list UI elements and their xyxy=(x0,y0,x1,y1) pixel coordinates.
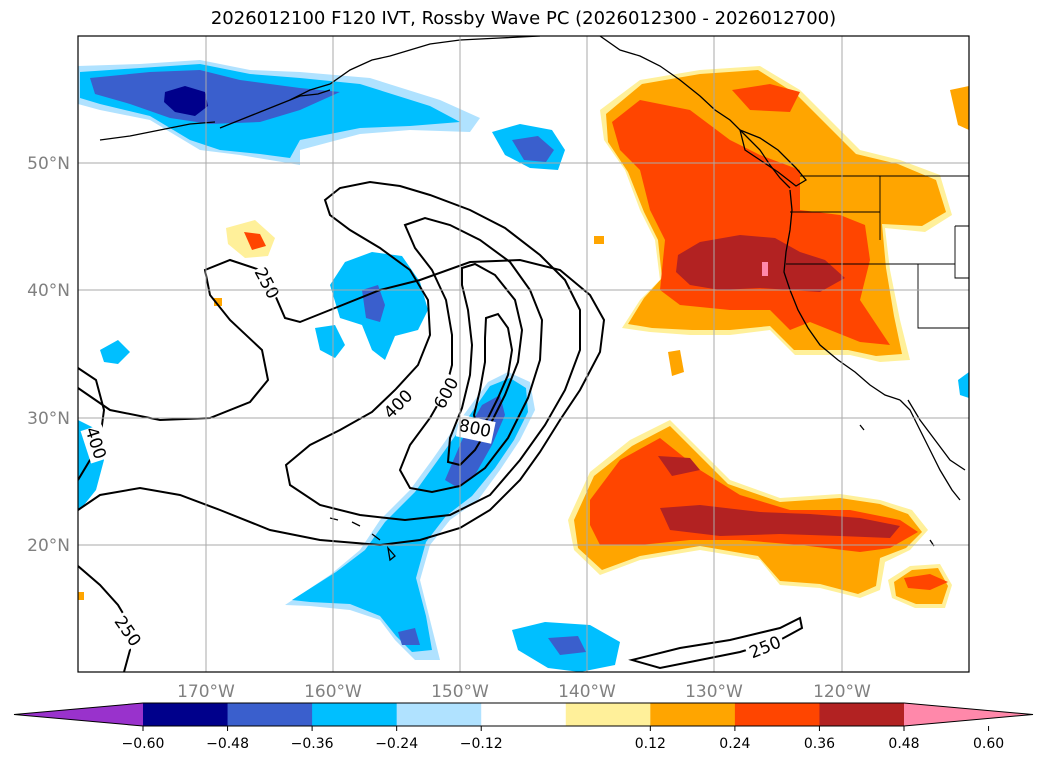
border-states xyxy=(786,176,969,329)
contour-400-west xyxy=(78,367,106,481)
positive-anomalies xyxy=(78,66,969,608)
contour-400 xyxy=(284,180,581,522)
colorbar-segment xyxy=(143,703,229,726)
pos-region-small-west-mid xyxy=(244,232,266,250)
coastline-us-west xyxy=(783,189,901,401)
colorbar-segment xyxy=(650,703,736,726)
neg-region-aleutian-deep xyxy=(164,86,208,116)
neg-region-west-small xyxy=(315,325,345,358)
contour-250-outer xyxy=(78,258,606,547)
colorbar-tick-label: −0.24 xyxy=(375,736,418,752)
pos-region-east-edge xyxy=(950,86,969,130)
pos-region-small-dot xyxy=(594,236,604,244)
coastline-hawaii xyxy=(329,517,396,562)
negative-anomalies xyxy=(78,60,969,672)
pos-region-subtropical-deep xyxy=(660,505,900,538)
lon-label-160w: 160°W xyxy=(304,682,362,702)
contour-600-inner xyxy=(446,262,524,467)
colorbar-segment xyxy=(227,703,313,726)
gridlines xyxy=(78,36,969,672)
colorbar-segment xyxy=(481,703,567,726)
contour-600 xyxy=(398,216,544,494)
coastline-alaska xyxy=(289,36,791,189)
colorbar-tick-label: 0.48 xyxy=(888,736,919,752)
neg-region-small-north-mid xyxy=(512,136,554,162)
coastlines xyxy=(99,36,969,562)
lon-label-170w: 170°W xyxy=(177,682,235,702)
colorbar-tick-label: 0.60 xyxy=(973,736,1004,752)
coastline-vancouver-island xyxy=(739,128,807,187)
pos-region-subtropical-deep2 xyxy=(658,456,700,476)
lon-label-130w: 130°W xyxy=(685,682,743,702)
neg-region-east-edge xyxy=(958,372,969,398)
colorbar-tick-label: −0.60 xyxy=(122,736,165,752)
colorbar-tick-label: 0.12 xyxy=(635,736,666,752)
map-title: 2026012100 F120 IVT, Rossby Wave PC (202… xyxy=(210,8,837,29)
coastline-aleutians xyxy=(99,89,331,141)
pos-region-max xyxy=(762,262,768,276)
neg-region-west-edge2 xyxy=(100,340,130,364)
pos-region-west-dot xyxy=(78,592,84,600)
colorbar-extend-max xyxy=(904,703,1033,726)
colorbar-segment xyxy=(734,703,820,726)
colorbar-segment xyxy=(396,703,482,726)
plot-frame xyxy=(77,35,970,673)
contours xyxy=(78,180,804,672)
pos-region-southeast-mid xyxy=(904,574,948,590)
pos-region-small-mid xyxy=(668,350,684,376)
colorbar-extend-min xyxy=(14,703,143,726)
lon-label-140w: 140°W xyxy=(558,682,616,702)
colorbar-tick-label: 0.24 xyxy=(719,736,750,752)
colorbar: −0.60 −0.48 −0.36 −0.24 −0.12 0.12 0.24 0.36 0.4… xyxy=(13,702,1034,752)
colorbar-segment xyxy=(819,703,905,726)
lon-label-150w: 150°W xyxy=(431,682,489,702)
lat-label-50: 50°N xyxy=(27,154,70,174)
lat-label-40: 40°N xyxy=(27,281,70,301)
colorbar-tick-label: −0.48 xyxy=(206,736,249,752)
colorbar-tick-label: −0.36 xyxy=(291,736,334,752)
pos-region-northeast-deep xyxy=(676,235,845,292)
colorbar-tick-label: −0.12 xyxy=(460,736,503,752)
pos-region-northeast-mid2 xyxy=(732,84,800,112)
lat-label-30: 30°N xyxy=(27,409,70,429)
lon-label-120w: 120°W xyxy=(813,682,871,702)
colorbar-tick-label: 0.36 xyxy=(804,736,835,752)
longitude-labels: 170°W 160°W 150°W 140°W 130°W 120°W xyxy=(177,682,871,702)
contour-250-se xyxy=(628,616,804,670)
neg-region-aleutian-mid xyxy=(90,70,340,124)
lat-label-20: 20°N xyxy=(27,536,70,556)
neg-region-south-mid xyxy=(548,636,586,655)
neg-region-streak-south-mid xyxy=(398,628,420,645)
contour-labels: 250 400 600 800 400 250 250 xyxy=(81,261,787,665)
colorbar-segment xyxy=(565,703,651,726)
coastline-baja xyxy=(899,399,966,501)
latitude-labels: 50°N 40°N 30°N 20°N xyxy=(27,154,70,556)
colorbar-segment xyxy=(312,703,398,726)
